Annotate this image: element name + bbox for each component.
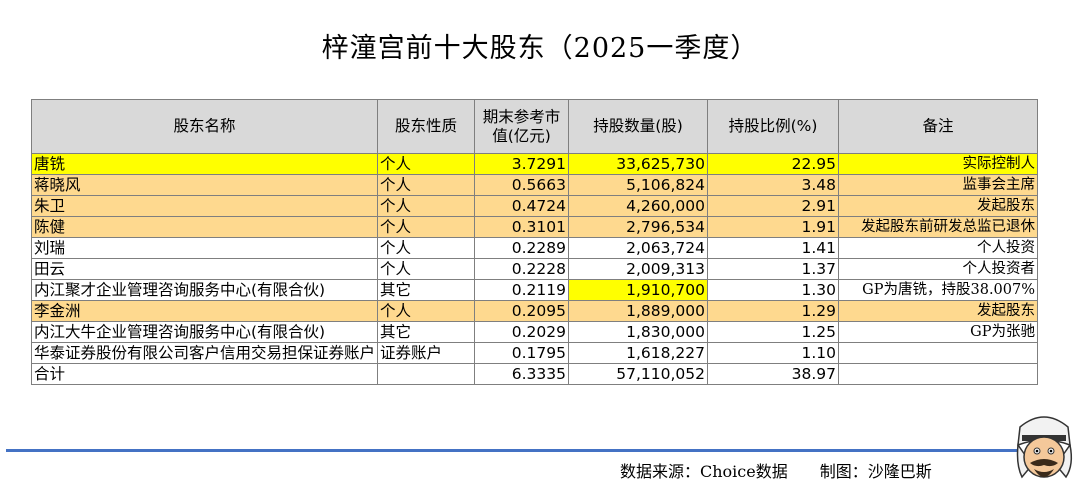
shareholder-name-cell: 合计	[30, 363, 379, 385]
footer-rule	[6, 449, 1021, 452]
shares-cell: 2,009,313	[568, 258, 709, 280]
chart-title: 梓潼宫前十大股东（2025一季度）	[321, 33, 759, 64]
market-value-cell: 0.3101	[474, 216, 570, 238]
note-cell	[838, 363, 1039, 385]
shares-cell: 4,260,000	[568, 195, 709, 217]
note-cell: GP为唐铣，持股38.007%	[838, 279, 1039, 301]
shareholder-type-cell: 个人	[377, 258, 476, 280]
market-value-cell: 0.5663	[474, 174, 570, 196]
ratio-cell: 22.95	[707, 153, 840, 175]
note-cell: 发起股东	[838, 195, 1039, 217]
market-value-cell: 0.1795	[474, 342, 570, 364]
ratio-cell: 1.25	[707, 321, 840, 343]
note-cell: 个人投资	[838, 237, 1039, 259]
table-row: 合计 6.3335 57,110,052 38.97	[30, 363, 1039, 385]
shares-cell: 2,063,724	[568, 237, 709, 259]
shareholder-type-cell: 个人	[377, 153, 476, 175]
shareholder-type-cell: 个人	[377, 216, 476, 238]
shareholder-table: 股东名称 股东性质 期末参考市值(亿元) 持股数量(股) 持股比例(%) 备注 …	[30, 99, 1039, 385]
note-cell: 实际控制人	[838, 153, 1039, 175]
ratio-cell: 1.37	[707, 258, 840, 280]
market-value-cell: 0.2029	[474, 321, 570, 343]
note-cell: 发起股东前研发总监已退休	[838, 216, 1039, 238]
market-value-cell: 3.7291	[474, 153, 570, 175]
shareholder-type-cell: 其它	[377, 321, 476, 343]
note-cell: 个人投资者	[838, 258, 1039, 280]
shares-cell: 1,618,227	[568, 342, 709, 364]
column-header: 期末参考市值(亿元)	[474, 99, 570, 154]
table-body: 唐铣 个人 3.7291 33,625,730 22.95 实际控制人 蒋晓风 个人 0.566…	[30, 153, 1039, 385]
ratio-cell: 38.97	[707, 363, 840, 385]
shareholder-name-cell: 唐铣	[30, 153, 379, 175]
ratio-cell: 1.91	[707, 216, 840, 238]
note-cell: GP为张驰	[838, 321, 1039, 343]
table-row: 李金洲 个人 0.2095 1,889,000 1.29 发起股东	[30, 300, 1039, 322]
source-note: 数据来源：Choice数据 制图：沙隆巴斯	[620, 462, 932, 481]
shares-cell: 2,796,534	[568, 216, 709, 238]
market-value-cell: 0.2228	[474, 258, 570, 280]
shareholder-name-cell: 内江聚才企业管理咨询服务中心(有限合伙)	[30, 279, 379, 301]
shares-cell: 1,910,700	[568, 279, 709, 301]
note-cell: 监事会主席	[838, 174, 1039, 196]
shareholder-name-cell: 刘瑞	[30, 237, 379, 259]
cartoon-mascot-icon	[1016, 416, 1073, 479]
shareholder-name-cell: 田云	[30, 258, 379, 280]
column-header: 备注	[838, 99, 1039, 154]
shares-cell: 33,625,730	[568, 153, 709, 175]
shareholder-type-cell: 证券账户	[377, 342, 476, 364]
ratio-cell: 1.30	[707, 279, 840, 301]
table-row: 内江大牛企业管理咨询服务中心(有限合伙) 其它 0.2029 1,830,000 1.2…	[30, 321, 1039, 343]
shareholder-name-cell: 朱卫	[30, 195, 379, 217]
column-header: 持股数量(股)	[568, 99, 709, 154]
table-header-row: 股东名称 股东性质 期末参考市值(亿元) 持股数量(股) 持股比例(%) 备注	[30, 99, 1039, 154]
ratio-cell: 2.91	[707, 195, 840, 217]
market-value-cell: 0.2289	[474, 237, 570, 259]
shareholder-type-cell: 其它	[377, 279, 476, 301]
shareholder-type-cell: 个人	[377, 300, 476, 322]
shareholder-name-cell: 李金洲	[30, 300, 379, 322]
table-row: 田云 个人 0.2228 2,009,313 1.37 个人投资者	[30, 258, 1039, 280]
note-cell	[838, 342, 1039, 364]
shareholder-name-cell: 蒋晓风	[30, 174, 379, 196]
market-value-cell: 6.3335	[474, 363, 570, 385]
table-row: 唐铣 个人 3.7291 33,625,730 22.95 实际控制人	[30, 153, 1039, 175]
shareholder-type-cell: 个人	[377, 174, 476, 196]
market-value-cell: 0.4724	[474, 195, 570, 217]
table-row: 华泰证券股份有限公司客户信用交易担保证券账户 证券账户 0.1795 1,618,22…	[30, 342, 1039, 364]
table-row: 朱卫 个人 0.4724 4,260,000 2.91 发起股东	[30, 195, 1039, 217]
ratio-cell: 1.10	[707, 342, 840, 364]
shareholder-type-cell: 个人	[377, 195, 476, 217]
note-cell: 发起股东	[838, 300, 1039, 322]
column-header: 股东名称	[30, 99, 379, 154]
ratio-cell: 3.48	[707, 174, 840, 196]
table-row: 刘瑞 个人 0.2289 2,063,724 1.41 个人投资	[30, 237, 1039, 259]
table-row: 陈健 个人 0.3101 2,796,534 1.91 发起股东前研发总监已退休	[30, 216, 1039, 238]
column-header: 持股比例(%)	[707, 99, 840, 154]
table-row: 蒋晓风 个人 0.5663 5,106,824 3.48 监事会主席	[30, 174, 1039, 196]
table-row: 内江聚才企业管理咨询服务中心(有限合伙) 其它 0.2119 1,910,700 1.3…	[30, 279, 1039, 301]
shareholder-name-cell: 内江大牛企业管理咨询服务中心(有限合伙)	[30, 321, 379, 343]
column-header: 股东性质	[377, 99, 476, 154]
shareholder-type-cell	[377, 363, 476, 385]
market-value-cell: 0.2119	[474, 279, 570, 301]
ratio-cell: 1.41	[707, 237, 840, 259]
shares-cell: 1,889,000	[568, 300, 709, 322]
shares-cell: 5,106,824	[568, 174, 709, 196]
shareholder-type-cell: 个人	[377, 237, 476, 259]
ratio-cell: 1.29	[707, 300, 840, 322]
market-value-cell: 0.2095	[474, 300, 570, 322]
shareholder-name-cell: 陈健	[30, 216, 379, 238]
shareholder-name-cell: 华泰证券股份有限公司客户信用交易担保证券账户	[30, 342, 379, 364]
shares-cell: 57,110,052	[568, 363, 709, 385]
shares-cell: 1,830,000	[568, 321, 709, 343]
